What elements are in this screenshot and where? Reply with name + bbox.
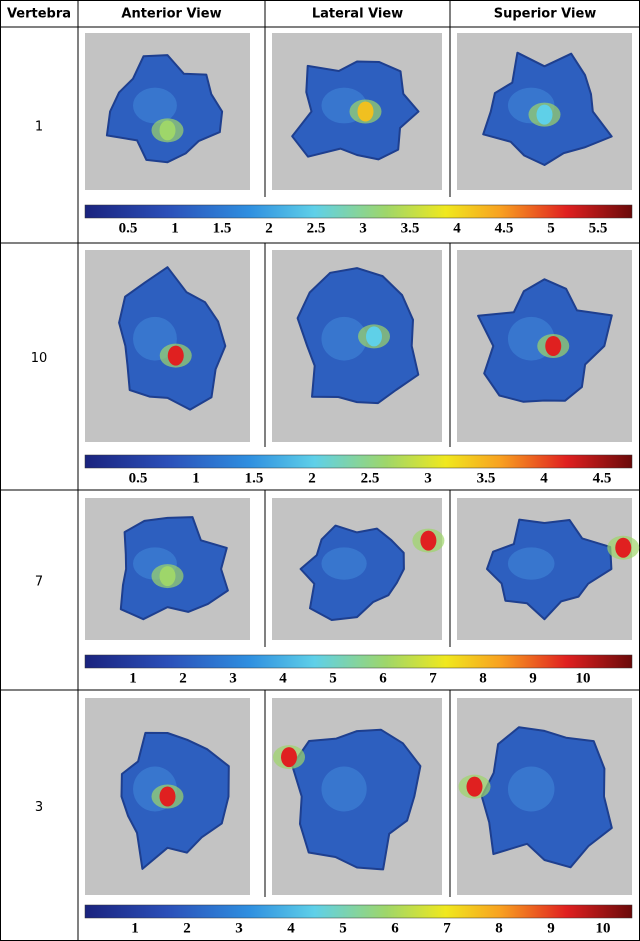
stress-hotspot bbox=[159, 786, 176, 807]
colorbar-tick-label: 9 bbox=[529, 670, 537, 686]
column-header: Superior View bbox=[494, 7, 597, 22]
colorbar-tick-label: 9 bbox=[547, 920, 555, 936]
colorbar-tick-label: 2 bbox=[179, 670, 187, 686]
colorbar-tick-label: 3 bbox=[235, 920, 243, 936]
colorbar-tick-label: 3.5 bbox=[477, 470, 496, 486]
colorbar-tick-label: 0.5 bbox=[119, 220, 138, 236]
colorbar-tick-label: 4 bbox=[287, 920, 295, 936]
stress-hotspot bbox=[545, 336, 562, 356]
column-header: Lateral View bbox=[312, 7, 403, 22]
surface-shading bbox=[321, 766, 367, 812]
colorbar-tick-label: 8 bbox=[479, 670, 487, 686]
stress-hotspot bbox=[159, 566, 176, 587]
colorbar-tick-label: 3 bbox=[229, 670, 237, 686]
colorbar-tick-label: 7 bbox=[443, 920, 451, 936]
colorbar-tick-label: 4.5 bbox=[593, 470, 612, 486]
column-header: Vertebra bbox=[7, 7, 71, 22]
colorbar-tick-label: 1 bbox=[129, 670, 137, 686]
colorbar bbox=[84, 904, 633, 919]
colorbar-tick-label: 1 bbox=[131, 920, 139, 936]
colorbar-tick-label: 10 bbox=[596, 920, 611, 936]
colorbar-tick-label: 1.5 bbox=[245, 470, 264, 486]
colorbar-tick-label: 4.5 bbox=[495, 220, 514, 236]
stress-hotspot bbox=[357, 101, 374, 122]
colorbar bbox=[84, 654, 633, 669]
colorbar-tick-label: 3 bbox=[359, 220, 367, 236]
surface-shading bbox=[133, 87, 177, 124]
colorbar bbox=[84, 454, 633, 469]
surface-shading bbox=[321, 547, 367, 580]
colorbar-tick-label: 4 bbox=[453, 220, 461, 236]
colorbar-tick-label: 5 bbox=[547, 220, 555, 236]
surface-shading bbox=[321, 316, 367, 361]
stress-hotspot bbox=[466, 776, 483, 797]
colorbar-tick-label: 2 bbox=[265, 220, 273, 236]
colorbar-tick-label: 8 bbox=[495, 920, 503, 936]
colorbar-tick-label: 0.5 bbox=[129, 470, 148, 486]
colorbar-tick-label: 2.5 bbox=[361, 470, 380, 486]
colorbar-tick-label: 5 bbox=[329, 670, 337, 686]
colorbar-tick-label: 1.5 bbox=[213, 220, 232, 236]
colorbar-tick-label: 5.5 bbox=[589, 220, 608, 236]
vertebra-label: 7 bbox=[35, 575, 43, 590]
colorbar-tick-label: 2 bbox=[183, 920, 191, 936]
stress-hotspot bbox=[167, 345, 184, 366]
colorbar-tick-label: 6 bbox=[391, 920, 399, 936]
colorbar-tick-label: 4 bbox=[540, 470, 548, 486]
stress-hotspot bbox=[281, 747, 297, 768]
colorbar-tick-label: 3.5 bbox=[401, 220, 420, 236]
colorbar bbox=[84, 204, 633, 219]
colorbar-tick-label: 3 bbox=[424, 470, 432, 486]
stress-hotspot bbox=[159, 120, 176, 141]
stress-hotspot bbox=[615, 537, 632, 558]
vertebra-label: 1 bbox=[35, 120, 43, 135]
surface-shading bbox=[507, 766, 555, 812]
stress-hotspot bbox=[420, 530, 437, 551]
vertebra-label: 3 bbox=[35, 800, 43, 815]
stress-hotspot bbox=[366, 326, 382, 347]
colorbar-tick-label: 10 bbox=[576, 670, 591, 686]
surface-shading bbox=[507, 547, 555, 580]
colorbar-tick-label: 1 bbox=[171, 220, 179, 236]
colorbar-tick-label: 4 bbox=[279, 670, 287, 686]
colorbar-tick-label: 1 bbox=[192, 470, 200, 486]
column-header: Anterior View bbox=[121, 7, 221, 22]
stress-hotspot bbox=[536, 104, 553, 125]
colorbar-tick-label: 7 bbox=[429, 670, 437, 686]
colorbar-tick-label: 6 bbox=[379, 670, 387, 686]
vertebra-label: 10 bbox=[31, 351, 48, 366]
colorbar-tick-label: 2 bbox=[308, 470, 316, 486]
colorbar-tick-label: 2.5 bbox=[307, 220, 326, 236]
colorbar-tick-label: 5 bbox=[339, 920, 347, 936]
